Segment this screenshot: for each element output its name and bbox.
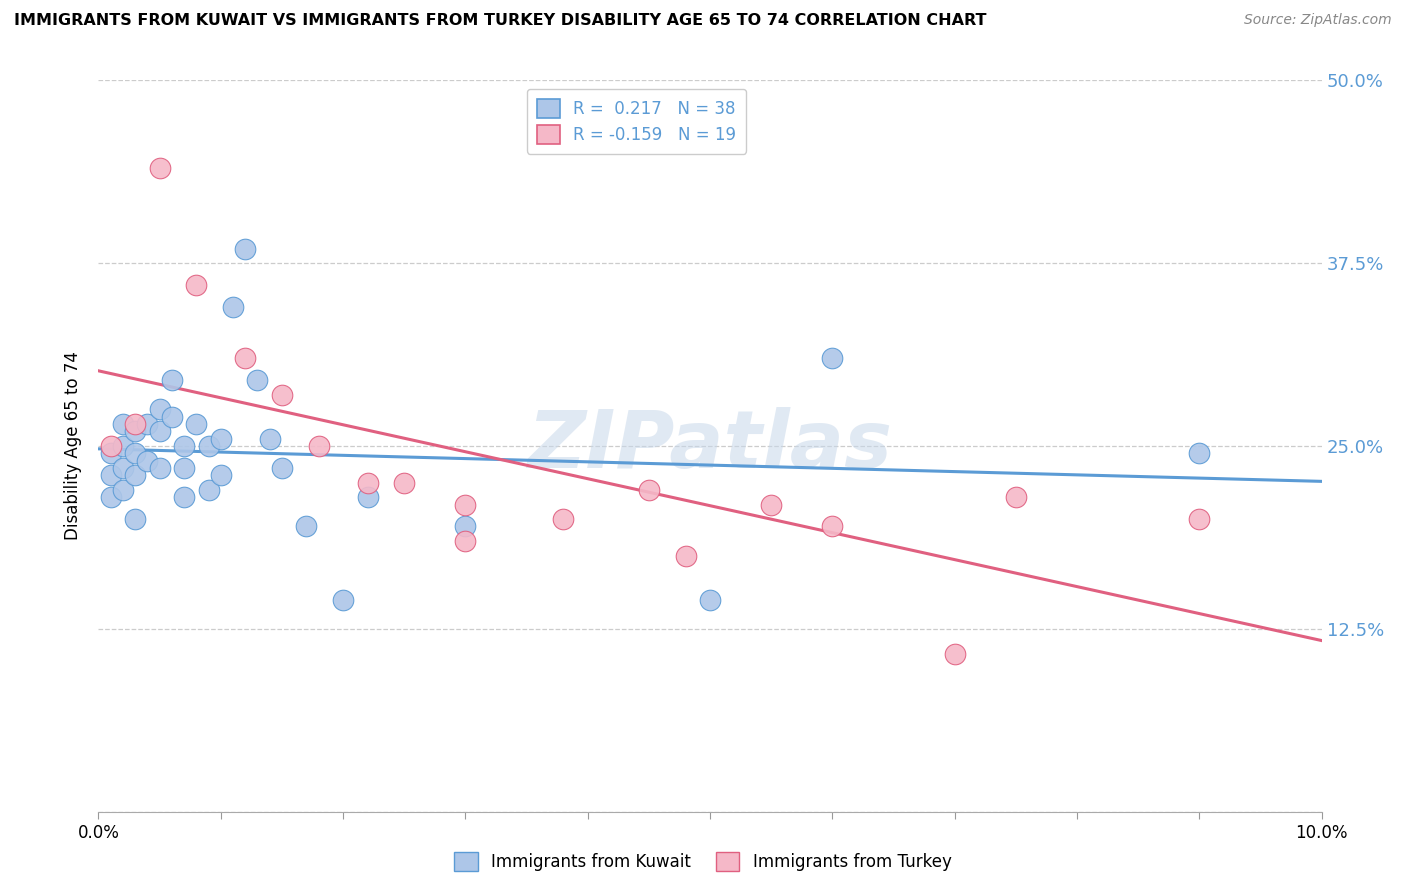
Point	[222, 300, 245, 314]
Point	[173, 490, 195, 504]
Point	[1188, 446, 1211, 460]
Point	[124, 417, 146, 431]
Point	[553, 512, 575, 526]
Point	[759, 498, 782, 512]
Point	[259, 432, 281, 446]
Point	[136, 453, 159, 467]
Point	[173, 439, 195, 453]
Point	[1188, 512, 1211, 526]
Point	[111, 439, 134, 453]
Legend: R =  0.217   N = 38, R = -0.159   N = 19: R = 0.217 N = 38, R = -0.159 N = 19	[527, 88, 747, 153]
Legend: Immigrants from Kuwait, Immigrants from Turkey: Immigrants from Kuwait, Immigrants from …	[446, 843, 960, 880]
Text: Source: ZipAtlas.com: Source: ZipAtlas.com	[1244, 13, 1392, 28]
Point	[100, 468, 122, 483]
Y-axis label: Disability Age 65 to 74: Disability Age 65 to 74	[65, 351, 83, 541]
Point	[149, 161, 172, 175]
Point	[209, 468, 232, 483]
Point	[124, 425, 146, 439]
Point	[209, 432, 232, 446]
Point	[821, 519, 844, 533]
Point	[197, 483, 219, 497]
Point	[149, 461, 172, 475]
Text: IMMIGRANTS FROM KUWAIT VS IMMIGRANTS FROM TURKEY DISABILITY AGE 65 TO 74 CORRELA: IMMIGRANTS FROM KUWAIT VS IMMIGRANTS FRO…	[14, 13, 987, 29]
Point	[124, 446, 146, 460]
Point	[149, 425, 172, 439]
Point	[454, 519, 477, 533]
Point	[246, 373, 269, 387]
Point	[100, 446, 122, 460]
Point	[308, 439, 330, 453]
Point	[233, 351, 256, 366]
Point	[392, 475, 416, 490]
Point	[821, 351, 844, 366]
Point	[675, 549, 697, 563]
Point	[197, 439, 219, 453]
Point	[186, 278, 208, 293]
Point	[111, 483, 134, 497]
Point	[295, 519, 318, 533]
Point	[111, 417, 134, 431]
Point	[637, 483, 661, 497]
Point	[943, 647, 966, 661]
Point	[160, 373, 183, 387]
Point	[111, 461, 134, 475]
Point	[454, 498, 477, 512]
Point	[186, 417, 208, 431]
Point	[136, 417, 159, 431]
Point	[233, 242, 256, 256]
Point	[173, 461, 195, 475]
Point	[270, 461, 292, 475]
Point	[160, 409, 183, 424]
Point	[699, 592, 721, 607]
Point	[356, 475, 378, 490]
Point	[124, 512, 146, 526]
Point	[124, 468, 146, 483]
Point	[270, 388, 292, 402]
Point	[100, 490, 122, 504]
Point	[1004, 490, 1026, 504]
Text: ZIPatlas: ZIPatlas	[527, 407, 893, 485]
Point	[149, 402, 172, 417]
Point	[454, 534, 477, 549]
Point	[100, 439, 122, 453]
Point	[332, 592, 354, 607]
Point	[356, 490, 378, 504]
